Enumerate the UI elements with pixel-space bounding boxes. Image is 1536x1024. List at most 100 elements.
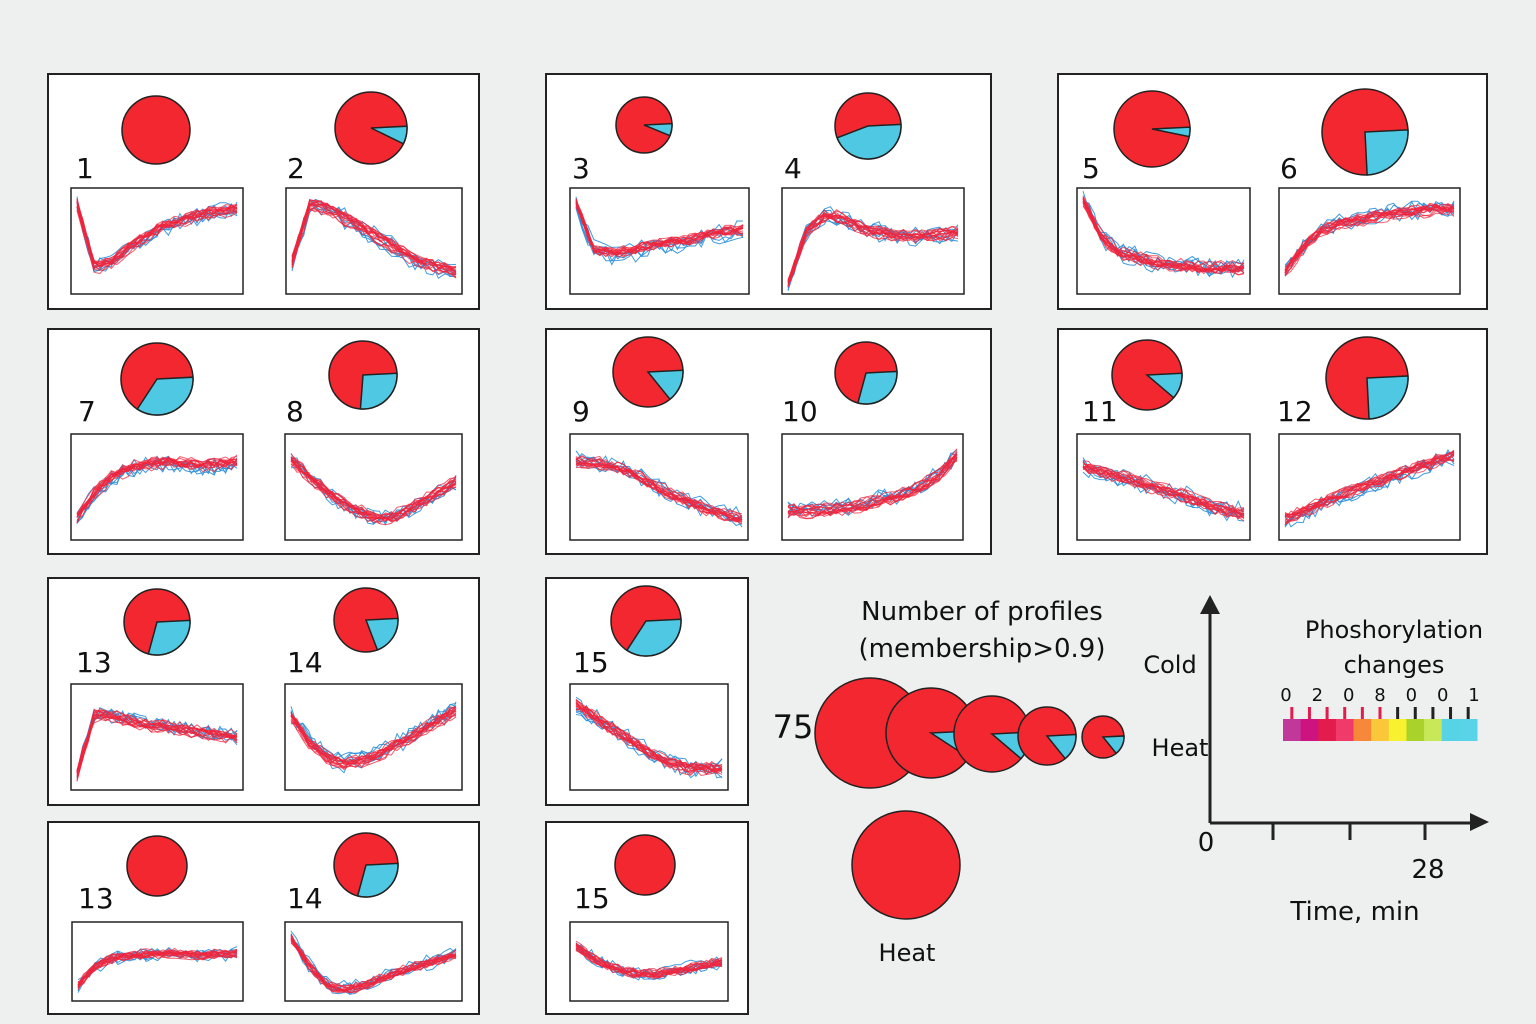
heat-profile-line: [787, 456, 958, 518]
cluster-number: 7: [78, 395, 96, 428]
legend-heat-label: Heat: [879, 939, 936, 967]
heat-profile-line: [575, 942, 723, 974]
pie-cold-slice: [646, 369, 684, 401]
colorbar-tick-label: 2: [1312, 685, 1323, 706]
cold-profile-line: [76, 207, 238, 273]
cluster-number: 13: [78, 882, 114, 915]
heat-profile-line: [1082, 461, 1245, 512]
profile-plot-frame: [284, 683, 463, 791]
colorbar-cell: [1318, 719, 1337, 741]
cluster-number: 15: [574, 882, 610, 915]
heat-profile-line: [76, 200, 238, 266]
colorbar-cell: [1424, 719, 1443, 741]
pie-cold-slice: [1366, 375, 1409, 420]
colorbar-tick: [1360, 707, 1364, 719]
heat-profile-line: [290, 937, 457, 992]
colorbar-cell: [1459, 719, 1478, 741]
cluster-pie: [120, 342, 194, 416]
heat-profile-line: [291, 203, 457, 275]
pie-heat-slice: [614, 834, 676, 896]
heat-profile-line: [76, 200, 238, 268]
pie-cold-slice: [836, 123, 902, 160]
cluster-panel-16: 13: [71, 835, 244, 1002]
pie-cold-slice: [147, 619, 191, 656]
pie-cold-slice: [1364, 129, 1409, 176]
heat-profile-line: [290, 933, 457, 989]
cluster-pie: [121, 95, 191, 165]
cluster-pie: [334, 91, 408, 165]
colorbar-tick: [1449, 707, 1453, 719]
cluster-pie: [328, 340, 398, 410]
cluster-pie: [610, 585, 682, 657]
heat-profile-line: [77, 953, 238, 986]
x-axis-arrow-icon: [1470, 813, 1489, 831]
heat-profile-line: [575, 201, 744, 258]
heat-profile-line: [1284, 459, 1455, 526]
colorbar-tick: [1343, 707, 1347, 719]
heat-profile-line: [291, 200, 457, 274]
colorbar-cell: [1371, 719, 1390, 741]
pie-cold-slice: [1145, 372, 1183, 399]
colorbar-cell: [1441, 719, 1460, 741]
heat-profile-line: [290, 716, 457, 771]
pie-heat-slice: [126, 835, 188, 897]
legend-count: 75: [773, 708, 814, 746]
heat-profile-line: [575, 705, 723, 771]
heat-profile-line: [787, 216, 959, 286]
cluster-panel-10: 10: [781, 341, 964, 541]
profile-plot-frame: [569, 683, 729, 791]
profile-plot-frame: [284, 921, 463, 1002]
heat-profile-line: [1284, 204, 1455, 274]
cluster-panel-17: 14: [284, 832, 463, 1002]
heat-profile-line: [787, 212, 959, 281]
colorbar-tick-label: 0: [1437, 685, 1448, 706]
colorbar-cell: [1406, 719, 1425, 741]
pie-cold-slice: [370, 125, 408, 145]
heat-profile-line: [290, 460, 457, 526]
heat-profile-line: [1082, 468, 1245, 520]
cluster-number: 13: [76, 646, 112, 679]
heat-profile-line: [291, 207, 457, 276]
legend-title-line2: (membership>0.9): [858, 634, 1105, 664]
heat-profile-line: [787, 452, 958, 511]
cluster-number: 11: [1082, 395, 1118, 428]
heat-profile-line: [575, 945, 723, 977]
cluster-panel-13: 13: [70, 588, 244, 791]
cluster-pie: [333, 832, 399, 898]
pie-cold-slice: [643, 122, 673, 137]
colorbar-cell: [1388, 719, 1407, 741]
heat-profile-line: [1284, 458, 1455, 526]
cluster-number: 5: [1082, 152, 1100, 185]
cluster-panel-6: 6: [1278, 88, 1461, 295]
heat-profile-line: [76, 459, 238, 523]
y-axis-arrow-icon: [1200, 595, 1220, 614]
heat-profile-line: [290, 458, 457, 520]
heat-profile-line: [1082, 198, 1245, 273]
heat-profile-line: [575, 456, 743, 516]
cluster-pie: [123, 588, 191, 656]
heat-profile-line: [76, 710, 238, 771]
heat-profile-line: [1284, 206, 1455, 274]
cluster-panel-1: 1: [70, 95, 244, 295]
cluster-pie: [1325, 336, 1409, 420]
heat-profile-line: [1082, 463, 1245, 512]
heat-profile-line: [1284, 208, 1455, 277]
colorbar-tick: [1396, 707, 1400, 719]
colorbar-tick: [1413, 707, 1417, 719]
y-bottom-label: Heat: [1152, 734, 1209, 762]
heat-profile-line: [76, 714, 238, 780]
x-axis-title: Time, min: [1289, 897, 1419, 927]
colorbar-cell: [1300, 719, 1319, 741]
heat-profile-line: [291, 209, 457, 278]
cluster-panel-18: 15: [569, 834, 729, 1002]
colorbar-tick: [1325, 707, 1329, 719]
cluster-number: 15: [573, 646, 609, 679]
heat-profile-line: [1284, 449, 1455, 517]
heat-profile-line: [290, 708, 457, 765]
colorbar-tick-label: 0: [1343, 685, 1354, 706]
pie-cold-slice: [1101, 735, 1125, 755]
pie-cold-slice: [356, 862, 399, 898]
colorbar-tick-label: 0: [1406, 685, 1417, 706]
